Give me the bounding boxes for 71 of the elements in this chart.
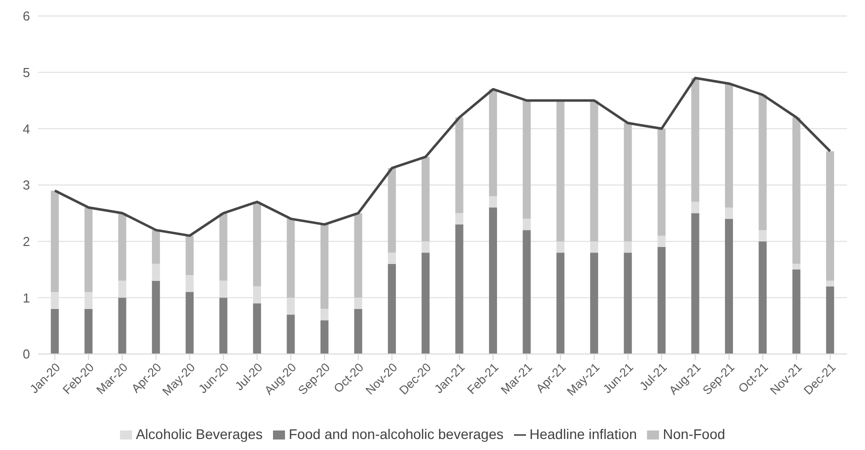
bar bbox=[590, 252, 598, 354]
y-tick-label: 6 bbox=[22, 8, 30, 24]
legend-label: Food and non-alcoholic beverages bbox=[288, 426, 504, 442]
bar bbox=[489, 208, 498, 354]
bar bbox=[388, 252, 396, 264]
bar bbox=[522, 230, 531, 354]
bar bbox=[758, 241, 767, 354]
y-tick-label: 1 bbox=[22, 290, 30, 306]
bar bbox=[84, 208, 93, 292]
bar bbox=[186, 292, 194, 354]
bar bbox=[286, 314, 295, 354]
bar bbox=[826, 280, 834, 286]
legend-label: Non-Food bbox=[662, 426, 726, 442]
y-tick-label: 2 bbox=[22, 234, 30, 249]
bar bbox=[489, 89, 498, 196]
bar bbox=[152, 230, 160, 264]
bar bbox=[691, 202, 700, 214]
bar bbox=[422, 252, 430, 354]
bar bbox=[253, 303, 262, 354]
bar bbox=[792, 117, 800, 264]
bar bbox=[724, 84, 733, 208]
bar bbox=[186, 275, 194, 292]
bar bbox=[50, 190, 59, 292]
bar bbox=[253, 202, 262, 286]
bar bbox=[455, 224, 464, 354]
bar bbox=[388, 264, 396, 354]
bar bbox=[186, 236, 194, 276]
bar bbox=[388, 168, 396, 253]
bar bbox=[320, 224, 328, 309]
y-tick-label: 5 bbox=[22, 64, 30, 80]
bar bbox=[691, 78, 700, 202]
bar bbox=[455, 213, 464, 224]
bar bbox=[219, 298, 228, 354]
bar bbox=[286, 218, 295, 298]
bar bbox=[354, 213, 362, 298]
bar bbox=[522, 218, 531, 230]
legend-label: Alcoholic Beverages bbox=[136, 426, 263, 442]
bar bbox=[489, 196, 498, 208]
legend-label: Headline inflation bbox=[530, 426, 637, 442]
bar bbox=[556, 100, 564, 242]
bar bbox=[758, 94, 767, 230]
bar bbox=[724, 208, 733, 219]
bar bbox=[792, 264, 800, 270]
y-tick-label: 3 bbox=[22, 178, 30, 193]
bar bbox=[658, 128, 666, 236]
bar bbox=[590, 100, 598, 242]
bar bbox=[691, 213, 700, 354]
bar bbox=[556, 252, 564, 354]
bar bbox=[152, 280, 160, 354]
bar bbox=[152, 264, 160, 281]
bar bbox=[422, 156, 430, 242]
bar bbox=[219, 213, 228, 281]
bar bbox=[624, 252, 632, 354]
bar bbox=[50, 308, 59, 354]
bar bbox=[320, 308, 328, 320]
line-series bbox=[54, 76, 832, 237]
y-tick-label: 4 bbox=[22, 121, 30, 136]
bar bbox=[118, 298, 126, 354]
bar bbox=[826, 286, 834, 354]
bar bbox=[455, 117, 464, 214]
bar bbox=[320, 320, 328, 354]
bar bbox=[826, 151, 834, 281]
y-tick-label: 0 bbox=[22, 346, 30, 362]
bar bbox=[118, 213, 126, 281]
bar bbox=[792, 270, 800, 354]
bar bbox=[84, 308, 93, 354]
bar bbox=[354, 308, 362, 354]
bar bbox=[522, 100, 531, 219]
bar bbox=[658, 246, 666, 354]
bar bbox=[724, 218, 733, 354]
bar bbox=[624, 123, 632, 242]
